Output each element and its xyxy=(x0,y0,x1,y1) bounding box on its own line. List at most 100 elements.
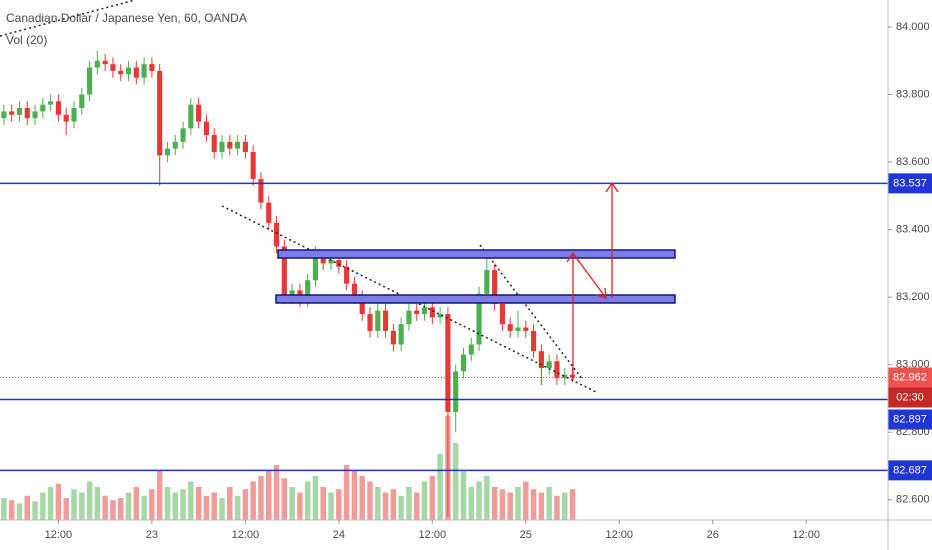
candle-body xyxy=(406,310,412,325)
x-tick-label: 12:00 xyxy=(419,529,447,541)
volume-bar xyxy=(468,487,474,520)
volume-bar xyxy=(499,489,506,520)
candle-body xyxy=(305,280,311,301)
volume-bar xyxy=(266,470,272,520)
volume-bar xyxy=(47,487,54,520)
candle-body xyxy=(71,108,77,122)
candle-body xyxy=(48,101,54,105)
volume-bar xyxy=(507,492,513,520)
candle-body xyxy=(328,260,334,264)
volume-bar xyxy=(406,487,412,520)
volume-bar xyxy=(8,500,15,520)
level-label: 82.897 xyxy=(893,413,927,425)
y-tick-label: 83.400 xyxy=(896,224,930,236)
candle-body xyxy=(281,246,287,298)
level-box xyxy=(888,460,932,481)
arrow xyxy=(574,255,607,299)
volume-bar xyxy=(141,495,147,520)
x-tick-label: 12:00 xyxy=(605,529,633,541)
chart-title: Canadian Dollar / Japanese Yen, 60, OAND… xyxy=(6,11,247,25)
volume-bar xyxy=(40,492,46,520)
y-tick-label: 82.800 xyxy=(896,426,930,438)
current-price-box xyxy=(888,367,932,388)
candle-body xyxy=(258,178,264,203)
volume-bar xyxy=(94,487,101,520)
candle-body xyxy=(188,104,194,129)
candle-body xyxy=(414,310,420,315)
volume-bar xyxy=(530,489,537,520)
volume-pane xyxy=(1,415,576,520)
candle-body xyxy=(102,60,108,65)
volume-bar xyxy=(79,492,85,520)
volume-bar xyxy=(164,487,171,520)
candle-body xyxy=(367,314,373,331)
volume-bar xyxy=(562,492,568,520)
trend-line xyxy=(479,244,584,381)
candle-body xyxy=(110,64,116,71)
candle-body xyxy=(227,141,233,149)
candle-body xyxy=(203,121,209,136)
candle-body xyxy=(546,361,552,369)
volume-bar xyxy=(125,492,132,520)
candle-body xyxy=(351,283,357,298)
candle-body xyxy=(273,222,280,247)
candle-body xyxy=(250,151,256,179)
candle-body xyxy=(445,314,451,412)
volume-bar xyxy=(452,443,459,520)
volume-bar xyxy=(273,465,280,520)
level-label: 83.537 xyxy=(893,177,927,189)
volume-bar xyxy=(133,487,140,520)
volume-bar xyxy=(312,476,319,520)
volume-bar xyxy=(398,495,404,520)
candle-body xyxy=(531,330,537,352)
candle-body xyxy=(16,108,23,115)
level-label: 82.687 xyxy=(893,464,927,476)
candle-body xyxy=(460,354,467,372)
candle-body xyxy=(157,70,163,156)
volume-bar xyxy=(437,454,443,520)
candle-body xyxy=(87,67,93,95)
level-box xyxy=(888,173,932,194)
candle-body xyxy=(468,344,474,355)
candle-body xyxy=(164,148,171,156)
countdown-label: 02:30 xyxy=(896,391,924,403)
candle-body xyxy=(235,141,241,149)
volume-bar xyxy=(390,489,397,520)
trend-line xyxy=(0,0,136,37)
volume-bar xyxy=(188,481,194,520)
candle-body xyxy=(538,351,544,369)
volume-bar xyxy=(110,500,116,520)
y-tick-label: 83.000 xyxy=(896,359,930,371)
volume-bar xyxy=(367,481,373,520)
candle-body xyxy=(32,111,38,119)
indicator-label: Vol (20) xyxy=(6,33,47,47)
overlays: 82.962 02:30 83.537 82.897 82.687 xyxy=(888,173,932,481)
candle-body xyxy=(429,307,435,318)
volume-bar xyxy=(55,483,62,520)
volume-bar xyxy=(32,501,38,520)
candle-body xyxy=(242,141,248,152)
countdown-box xyxy=(888,387,932,408)
x-tick-label: 12:00 xyxy=(792,529,820,541)
candle-body xyxy=(383,310,389,331)
candle-body xyxy=(312,253,319,281)
x-tick-label: 24 xyxy=(333,529,345,541)
volume-bar xyxy=(86,481,93,520)
candle-body xyxy=(515,327,521,331)
arrow xyxy=(605,181,619,298)
x-tick-label: 26 xyxy=(707,529,719,541)
x-tick-label: 12:00 xyxy=(45,529,73,541)
candle-body xyxy=(149,64,155,71)
volume-bar xyxy=(320,487,326,520)
volume-bar xyxy=(523,481,529,520)
candle-body xyxy=(507,324,513,331)
candle-body xyxy=(266,202,272,223)
volume-bar xyxy=(554,495,560,520)
candle-body xyxy=(523,327,529,331)
volume-bar xyxy=(242,489,249,520)
y-tick-label: 83.600 xyxy=(896,156,930,168)
candle-body xyxy=(55,101,61,115)
volume-bar xyxy=(484,476,490,520)
candle-body xyxy=(398,324,404,345)
